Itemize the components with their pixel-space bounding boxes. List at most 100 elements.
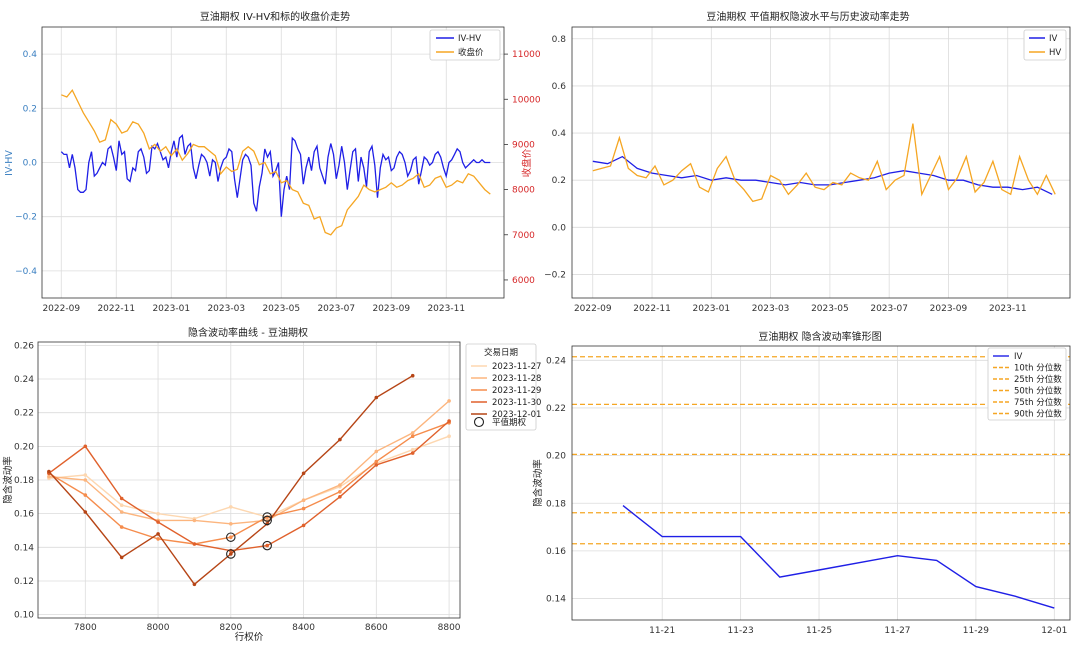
panel1-xtick: 2023-11	[427, 304, 465, 314]
panel2-xtick: 2023-11	[989, 304, 1027, 314]
panel3-point	[229, 522, 233, 526]
panel3-legend-atm: 平值期权	[492, 417, 527, 428]
panel4-ytick: 0.20	[546, 452, 566, 462]
panel1-ylabel-left: IV-HV	[4, 150, 15, 176]
panel1-xtick: 2023-07	[317, 304, 355, 314]
panel4-xtick: 11-23	[728, 626, 754, 636]
panel1-series-line-1	[61, 88, 491, 236]
panel3-series-line-0	[48, 435, 450, 520]
panel3-ytick: 0.14	[14, 543, 34, 553]
panel3-point	[83, 473, 88, 477]
panel3-legend-item: 2023-11-28	[492, 374, 541, 384]
panel1-xtick: 2022-09	[42, 304, 80, 314]
panel3-legend-atm-marker	[473, 416, 485, 428]
panel3-point	[447, 434, 451, 439]
panel1-ytick-left: 0.0	[23, 159, 38, 169]
panel4-legend-item: 75th 分位数	[1014, 397, 1062, 408]
panel3-point	[338, 490, 342, 494]
panel2-xtick: 2023-05	[811, 304, 849, 314]
panel3-point	[83, 444, 88, 449]
panel3-point	[83, 478, 88, 482]
panel3-xtick: 7800	[74, 623, 97, 633]
panel3-point	[229, 505, 233, 509]
panel3-legend-item: 2023-12-01	[492, 410, 541, 420]
panel3-point	[192, 518, 197, 523]
panel3-ytick: 0.10	[14, 611, 34, 621]
panel4-legend-item: 25th 分位数	[1014, 374, 1062, 385]
panel1-ytick-left: −0.4	[15, 267, 37, 277]
panel2-xtick: 2022-11	[633, 304, 671, 314]
panel1-xtick: 2022-11	[97, 304, 135, 314]
panel3-point	[192, 582, 197, 587]
panel3-series-line-2	[48, 422, 450, 545]
panel3-point	[374, 395, 379, 400]
panel3-series-line-3	[48, 420, 450, 552]
panel3-point	[301, 498, 306, 503]
panel2-xtick: 2022-09	[574, 304, 612, 314]
panel3-point	[410, 451, 415, 455]
panel3-atm-marker	[226, 549, 236, 559]
panel1-legend: IV-HV 收盘价	[429, 29, 501, 61]
panel2-xtick: 2023-09	[930, 304, 968, 314]
panel3-legend-item: 2023-11-27	[492, 362, 541, 372]
panel3-point	[119, 496, 124, 501]
panel2-legend: IV HV	[1023, 29, 1067, 61]
panel1-grid	[42, 27, 504, 298]
panel3-title: 隐含波动率曲线 - 豆油期权	[188, 326, 308, 339]
panel3-ytick: 0.16	[14, 510, 34, 520]
panel-iv-cone: 豆油期权 隐含波动率锥形图 11-21 11-23 11-25 11-27 11-29 1…	[532, 330, 1071, 636]
panel4-xtick: 11-25	[806, 626, 832, 636]
panel1-ticks: 2022-09 2022-11 2023-01 2023-03 2023-05 2023-…	[15, 50, 541, 314]
panel3-xtick: 8600	[365, 623, 388, 633]
panel3-point	[83, 510, 88, 514]
panel-iv-hv-levels: 豆油期权 平值期权隐波水平与历史波动率走势 2022-09 2022-11 2023…	[544, 10, 1071, 314]
panel-iv-hv-close: 豆油期权 IV-HV和标的收盘价走势 2022-09 2022-11 2023-01…	[4, 10, 541, 314]
panel4-ylabel: 隐含波动率	[532, 459, 544, 507]
panel3-ytick: 0.24	[14, 375, 34, 385]
panel2-grid	[572, 27, 1070, 298]
panel3-point	[119, 525, 124, 529]
panel4-ytick: 0.14	[546, 595, 566, 605]
panel3-point	[338, 437, 342, 442]
panel3-legend-item: 2023-11-30	[492, 398, 541, 408]
panel4-legend-item: IV	[1014, 352, 1023, 362]
panel1-ytick-left: −0.2	[15, 213, 37, 223]
panel3-point	[83, 493, 88, 497]
panel3-legend-item: 2023-11-29	[492, 386, 541, 396]
panel3-series-line-1	[48, 400, 450, 525]
panel3-point	[410, 447, 415, 452]
panel3-point	[338, 483, 342, 487]
panel3-ytick: 0.20	[14, 442, 34, 452]
panel3-point	[192, 542, 197, 546]
panel2-ticks: 2022-09 2022-11 2023-01 2023-03 2023-05 2023-…	[544, 35, 1026, 314]
panel3-atm-marker	[226, 532, 236, 542]
panel3-ytick: 0.18	[14, 476, 34, 486]
panel3-point	[447, 419, 451, 423]
panel1-frame	[41, 26, 505, 299]
panel4-xtick: 11-21	[649, 626, 675, 636]
panel3-point	[301, 471, 306, 476]
panel3-xtick: 8800	[438, 623, 461, 633]
panel1-ytick-left: 0.4	[23, 50, 38, 60]
panel3-atm-marker	[262, 540, 272, 551]
panel2-legend-iv: IV	[1049, 34, 1058, 44]
panel1-legend-close: 收盘价	[458, 47, 484, 58]
panel3-point	[410, 373, 415, 378]
panel2-ytick: 0.6	[552, 82, 567, 92]
panel4-ytick: 0.18	[546, 499, 566, 509]
panel1-xtick: 2023-03	[207, 304, 245, 314]
panel2-series-line-0	[592, 155, 1053, 195]
panel4-ytick: 0.24	[546, 356, 566, 366]
panel3-point	[338, 495, 342, 499]
panel3-xtick: 8000	[147, 623, 170, 633]
panel2-frame	[571, 26, 1071, 299]
panel3-frame	[37, 341, 461, 619]
panel4-ticks: 11-21 11-23 11-25 11-27 11-29 12-01 0.14 0.16 0.…	[546, 356, 1067, 636]
panel2-legend-hv: HV	[1049, 48, 1061, 58]
panel1-legend-iv-hv: IV-HV	[458, 34, 481, 44]
panel4-legend-item: 90th 分位数	[1014, 409, 1062, 420]
panel1-ytick-right: 9000	[512, 140, 535, 150]
panel3-point	[410, 431, 415, 435]
